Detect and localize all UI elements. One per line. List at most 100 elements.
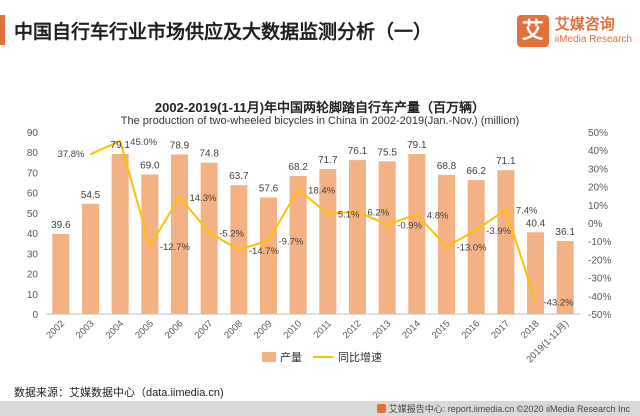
bar [111, 154, 129, 314]
line-data-label: 14.3% [190, 193, 217, 204]
bar-data-label: 39.6 [51, 220, 71, 231]
y-right-tick-label: -30% [588, 274, 611, 285]
bar [319, 169, 337, 314]
bar [349, 160, 366, 314]
x-tick-label: 2005 [133, 318, 156, 341]
bar [260, 197, 277, 314]
bar-data-label: 79.1 [110, 140, 130, 151]
line-data-label: -43.2% [544, 298, 575, 309]
line-data-label: 6.2% [368, 208, 390, 219]
footer-copyright-text: 艾媒报告中心: report.iimedia.cn ©2020 iiMedia … [388, 404, 630, 414]
brand-subtitle: iiMedia Research [554, 34, 632, 45]
bar-data-label: 71.7 [318, 155, 338, 166]
bar [82, 203, 99, 314]
y-left-tick-label: 20 [27, 270, 39, 281]
brand-logo-icon: 艾 [516, 15, 549, 47]
x-tick-label: 2006 [163, 318, 186, 341]
bar [200, 162, 218, 314]
y-left-tick-label: 10 [27, 290, 39, 301]
x-tick-label: 2016 [460, 318, 483, 341]
footer-copyright: 艾媒报告中心: report.iimedia.cn ©2020 iiMedia … [376, 402, 630, 415]
x-tick-label: 2011 [312, 318, 334, 340]
bar-data-label: 68.8 [437, 161, 457, 172]
bar-data-label: 76.1 [348, 146, 368, 157]
x-tick-label: 2003 [74, 318, 97, 341]
brand-text: 艾媒咨询 iiMedia Research [555, 16, 632, 46]
brand-name: 艾媒咨询 [554, 16, 615, 33]
bar-data-label: 79.1 [407, 140, 427, 151]
y-right-tick-label: 50% [588, 128, 608, 139]
bar-data-label: 57.6 [259, 184, 279, 195]
y-left-tick-label: 70 [27, 168, 39, 179]
x-tick-label: 2004 [104, 318, 127, 341]
chart-title: 2002-2019(1-11月)年中国两轮脚踏自行车产量（百万辆） [154, 100, 486, 115]
line-data-label: 4.8% [427, 210, 449, 221]
y-right-tick-label: -10% [588, 237, 611, 248]
x-tick-label: 2010 [282, 318, 305, 341]
footer-bar [0, 401, 640, 416]
y-right-tick-label: -20% [588, 255, 611, 266]
y-right-tick-label: 30% [588, 164, 608, 175]
footer-logo-icon [376, 404, 386, 413]
line-data-label: 18.4% [308, 186, 335, 197]
bar [467, 180, 485, 314]
bar [52, 233, 70, 314]
line-data-label: -0.9% [397, 221, 422, 232]
x-tick-label: 2015 [430, 318, 453, 341]
y-right-tick-label: 20% [588, 183, 608, 194]
brand: 艾 艾媒咨询 iiMedia Research [516, 12, 632, 50]
y-left-tick-label: 40 [27, 229, 39, 240]
bar-data-label: 54.5 [81, 190, 101, 201]
line-data-label: 7.4% [516, 206, 538, 217]
page-title: 中国自行车行业市场供应及大数据监测分析（一） [14, 22, 433, 43]
x-tick-label: 2013 [371, 318, 394, 341]
line-data-label: -3.9% [486, 226, 511, 237]
x-tick-label: 2002 [44, 318, 67, 341]
y-left-tick-label: 60 [27, 189, 39, 200]
bar-data-label: 40.4 [526, 218, 546, 229]
y-left-tick-label: 90 [27, 128, 39, 139]
bar-data-label: 75.5 [377, 147, 397, 158]
line-data-label: 45.0% [130, 137, 157, 148]
bar [289, 176, 307, 314]
y-left-tick-label: 30 [27, 249, 39, 260]
bar-data-label: 63.7 [229, 171, 249, 182]
bar-data-label: 69.0 [140, 160, 160, 171]
title-accent-bar [0, 15, 5, 45]
x-tick-label: 2008 [222, 318, 245, 341]
line-data-label: 37.8% [58, 149, 85, 160]
bar-data-label: 68.2 [288, 162, 308, 173]
line-data-label: -5.2% [219, 228, 244, 239]
y-left-tick-label: 80 [27, 148, 39, 159]
line-data-label: -12.7% [160, 242, 191, 253]
line-data-label: -14.7% [249, 246, 280, 257]
y-right-tick-label: 10% [588, 201, 608, 212]
bar-data-label: 71.1 [496, 156, 516, 167]
bar [378, 161, 396, 314]
bar [171, 154, 188, 314]
legend-bar-swatch [262, 352, 276, 362]
bar [438, 174, 455, 314]
growth-line [90, 140, 537, 302]
x-tick-label: 2009 [252, 318, 275, 341]
bar-data-label: 74.8 [199, 149, 219, 160]
x-tick-label: 2018 [519, 318, 542, 341]
legend-line-label: 同比增速 [338, 350, 382, 364]
bar [556, 240, 574, 314]
data-source: 数据来源：艾媒数据中心（data.iimedia.cn) [14, 387, 224, 399]
line-data-label: 5.1% [338, 210, 360, 221]
y-left-tick-label: 0 [32, 310, 38, 321]
y-right-tick-label: -50% [588, 310, 611, 321]
bar [497, 170, 515, 314]
chart-subtitle: The production of two-wheeled bicycles i… [120, 115, 520, 127]
line-data-label: -13.0% [457, 243, 488, 254]
x-tick-label: 2017 [489, 318, 512, 341]
bar-data-label: 36.1 [555, 227, 575, 238]
line-data-label: -9.7% [279, 237, 304, 248]
bar [408, 154, 426, 314]
y-left-tick-label: 50 [27, 209, 39, 220]
y-right-tick-label: -40% [588, 292, 611, 303]
y-right-tick-label: 40% [588, 146, 608, 157]
legend-bar-label: 产量 [280, 350, 302, 364]
